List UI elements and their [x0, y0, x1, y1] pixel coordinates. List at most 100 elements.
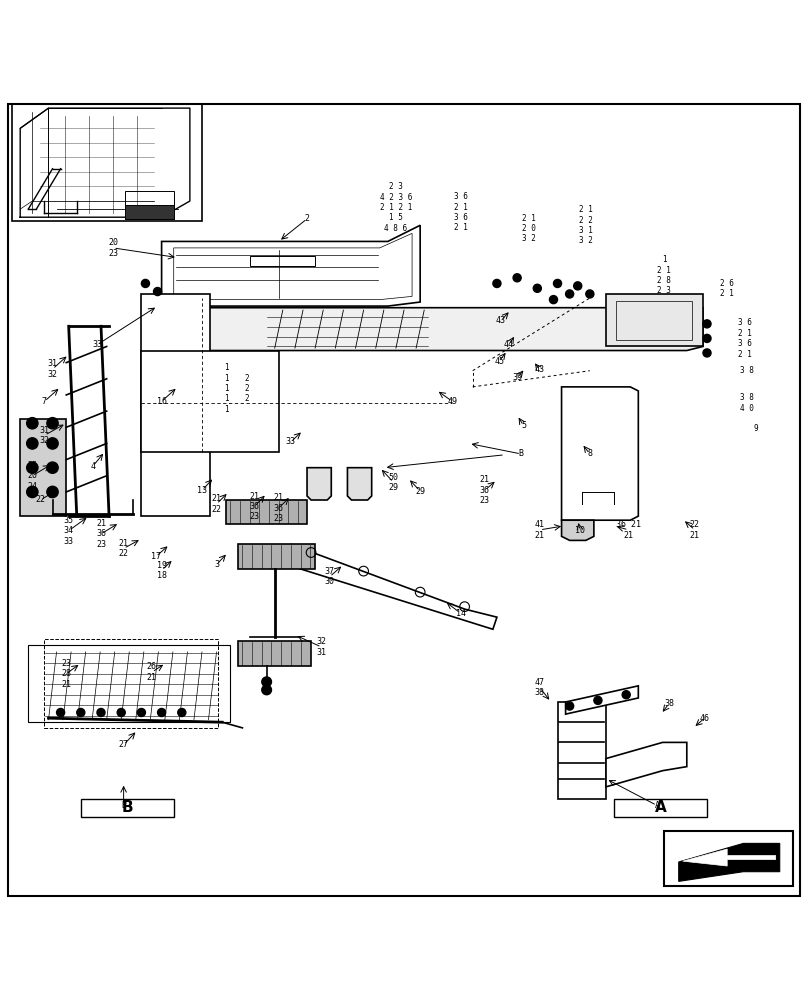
Circle shape: [262, 685, 271, 695]
Circle shape: [566, 702, 574, 710]
Text: 44: 44: [504, 340, 514, 349]
Bar: [616, 301, 692, 340]
Polygon shape: [679, 843, 780, 881]
Polygon shape: [20, 419, 66, 516]
Text: 16: 16: [157, 397, 166, 406]
Text: 37
30: 37 30: [325, 567, 335, 586]
Circle shape: [513, 274, 521, 282]
Text: 43: 43: [535, 365, 545, 374]
Polygon shape: [162, 225, 420, 306]
Circle shape: [141, 279, 149, 287]
Text: 20
23: 20 23: [108, 238, 118, 258]
Bar: [614, 799, 707, 817]
Text: 2: 2: [305, 214, 309, 223]
Text: 3 8
4 0: 3 8 4 0: [740, 393, 755, 413]
Text: B: B: [519, 449, 524, 458]
Polygon shape: [562, 520, 594, 540]
Text: 35
34
33: 35 34 33: [64, 516, 74, 546]
Circle shape: [533, 284, 541, 292]
Circle shape: [493, 279, 501, 287]
Text: 29: 29: [415, 487, 425, 496]
Text: A: A: [655, 800, 667, 815]
Polygon shape: [145, 308, 703, 351]
Polygon shape: [606, 294, 703, 346]
Text: 1
1
1
1
1: 1 1 1 1 1: [224, 363, 229, 414]
Text: 33: 33: [92, 340, 102, 349]
Text: 4: 4: [90, 462, 95, 471]
Text: 10: 10: [575, 526, 585, 535]
Circle shape: [117, 708, 125, 717]
Circle shape: [47, 418, 58, 429]
Text: 14: 14: [456, 609, 465, 618]
Text: 41
21: 41 21: [535, 520, 545, 540]
Circle shape: [57, 708, 65, 717]
Bar: [81, 799, 174, 817]
Text: 33: 33: [286, 437, 296, 446]
Text: 8: 8: [587, 449, 592, 458]
Text: 38: 38: [664, 699, 674, 708]
Text: 22
21: 22 21: [690, 520, 700, 540]
Text: 27: 27: [119, 740, 128, 749]
Text: 21
22: 21 22: [212, 494, 221, 514]
Text: 3 8: 3 8: [740, 366, 755, 375]
Text: 5: 5: [521, 421, 526, 430]
Text: 13: 13: [197, 486, 207, 495]
Circle shape: [27, 462, 38, 473]
Text: 2
2
2: 2 2 2: [244, 374, 249, 403]
Circle shape: [574, 282, 582, 290]
Circle shape: [47, 486, 58, 498]
Circle shape: [703, 349, 711, 357]
Circle shape: [137, 708, 145, 717]
Text: B: B: [122, 800, 133, 815]
Polygon shape: [566, 686, 638, 714]
Text: 21
36
23: 21 36 23: [480, 475, 490, 505]
Text: 19
18: 19 18: [157, 561, 166, 580]
Circle shape: [703, 320, 711, 328]
Text: 2 1
2 0
3 2: 2 1 2 0 3 2: [522, 214, 537, 243]
Bar: [12, 104, 202, 221]
Text: 21
22: 21 22: [119, 539, 128, 558]
Text: 26
21: 26 21: [147, 662, 157, 682]
Text: 1
2 1
2 8
2 3: 1 2 1 2 8 2 3: [657, 255, 671, 295]
Polygon shape: [125, 205, 174, 219]
Bar: [558, 702, 606, 799]
Polygon shape: [271, 544, 497, 629]
Circle shape: [703, 334, 711, 342]
Bar: [28, 645, 230, 722]
Text: 39: 39: [512, 373, 522, 382]
Text: 43: 43: [496, 316, 506, 325]
Circle shape: [27, 486, 38, 498]
Circle shape: [158, 708, 166, 717]
Text: 3 6
2 1
3 6
2 1: 3 6 2 1 3 6 2 1: [453, 192, 468, 232]
Text: 21
36
23: 21 36 23: [250, 492, 259, 521]
Circle shape: [27, 418, 38, 429]
Text: 49: 49: [448, 397, 457, 406]
Polygon shape: [141, 351, 279, 452]
Text: 36 21
21: 36 21 21: [617, 520, 641, 540]
Circle shape: [47, 462, 58, 473]
Text: 31
32: 31 32: [48, 359, 57, 379]
Text: 22: 22: [36, 495, 45, 504]
Text: 47
38: 47 38: [535, 678, 545, 697]
Circle shape: [27, 438, 38, 449]
Text: 2 3
4 2 3 6
2 1 2 1
1 5
4 8 6: 2 3 4 2 3 6 2 1 2 1 1 5 4 8 6: [380, 182, 412, 233]
Circle shape: [566, 290, 574, 298]
Circle shape: [47, 438, 58, 449]
Polygon shape: [226, 500, 307, 524]
Text: 21
36
23: 21 36 23: [96, 519, 106, 549]
Polygon shape: [562, 387, 638, 520]
Text: 31
32: 31 32: [40, 426, 49, 445]
Text: 23
28
21: 23 28 21: [61, 659, 71, 689]
Circle shape: [178, 708, 186, 717]
Bar: [664, 831, 793, 886]
Polygon shape: [347, 468, 372, 500]
Text: 25
20
24: 25 20 24: [27, 461, 37, 491]
Polygon shape: [141, 294, 210, 516]
Bar: [250, 256, 315, 266]
Circle shape: [594, 696, 602, 704]
Polygon shape: [238, 544, 315, 569]
Circle shape: [553, 279, 562, 287]
Text: 17: 17: [151, 552, 161, 561]
Text: 3 6
2 1
3 6
2 1: 3 6 2 1 3 6 2 1: [738, 318, 752, 359]
Circle shape: [97, 708, 105, 717]
